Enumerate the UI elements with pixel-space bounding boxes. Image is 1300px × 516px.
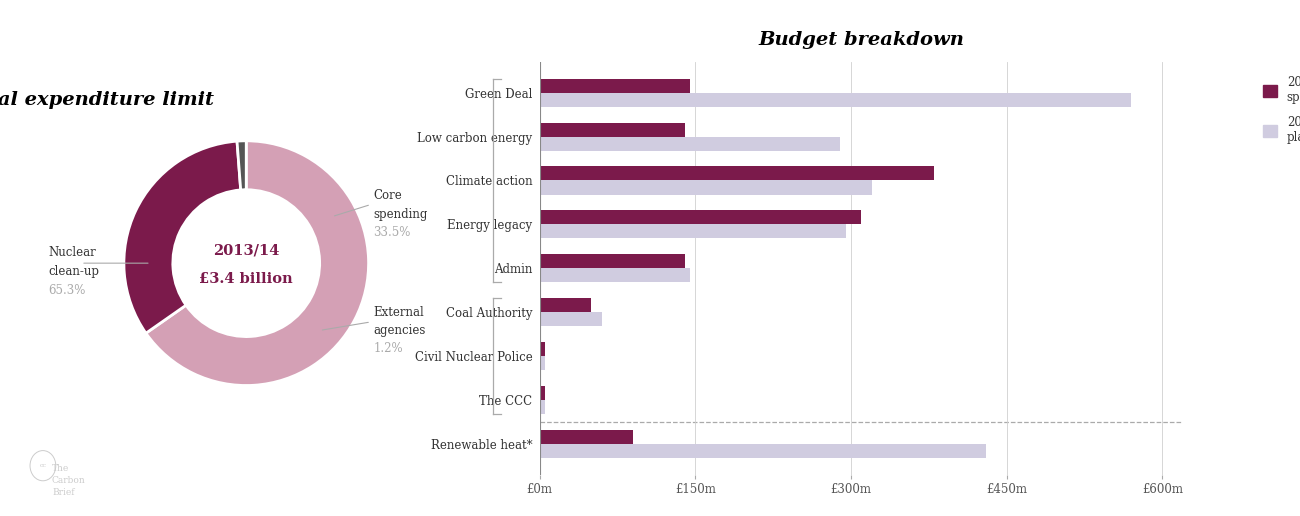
Text: The
Carbon
Brief: The Carbon Brief [52, 464, 86, 497]
Text: 33.5%: 33.5% [373, 226, 411, 239]
Text: Departmental expenditure limit: Departmental expenditure limit [0, 91, 214, 109]
Text: spending: spending [373, 208, 428, 221]
Bar [540, 181, 871, 195]
Wedge shape [237, 141, 246, 190]
Text: Core: Core [373, 189, 402, 202]
Text: agencies: agencies [373, 324, 426, 337]
Bar [540, 386, 545, 400]
Bar [540, 298, 592, 312]
Legend: 2013/14
spending, 2015/16
planned: 2013/14 spending, 2015/16 planned [1264, 76, 1300, 144]
Bar [540, 254, 685, 268]
Text: 2013/14: 2013/14 [213, 244, 280, 258]
Text: 1.2%: 1.2% [373, 342, 403, 356]
Text: £3.4 billion: £3.4 billion [199, 272, 292, 286]
Bar [540, 342, 545, 356]
Bar [540, 268, 690, 282]
Bar [540, 444, 985, 458]
Text: clean-up: clean-up [48, 265, 99, 278]
Bar [540, 356, 545, 370]
Bar [540, 137, 841, 151]
Title: Budget breakdown: Budget breakdown [758, 31, 965, 49]
Bar [540, 93, 1131, 107]
Text: cc: cc [39, 463, 47, 468]
Wedge shape [124, 141, 240, 333]
Bar [540, 224, 846, 238]
Bar [540, 122, 685, 137]
Bar [540, 78, 690, 93]
Text: 65.3%: 65.3% [48, 284, 86, 297]
Bar [540, 400, 545, 414]
Bar [540, 167, 933, 181]
Text: Nuclear: Nuclear [48, 246, 96, 259]
Text: External: External [373, 305, 424, 318]
Bar [540, 430, 633, 444]
Bar [540, 211, 861, 224]
Bar [540, 312, 602, 326]
Wedge shape [146, 141, 369, 385]
